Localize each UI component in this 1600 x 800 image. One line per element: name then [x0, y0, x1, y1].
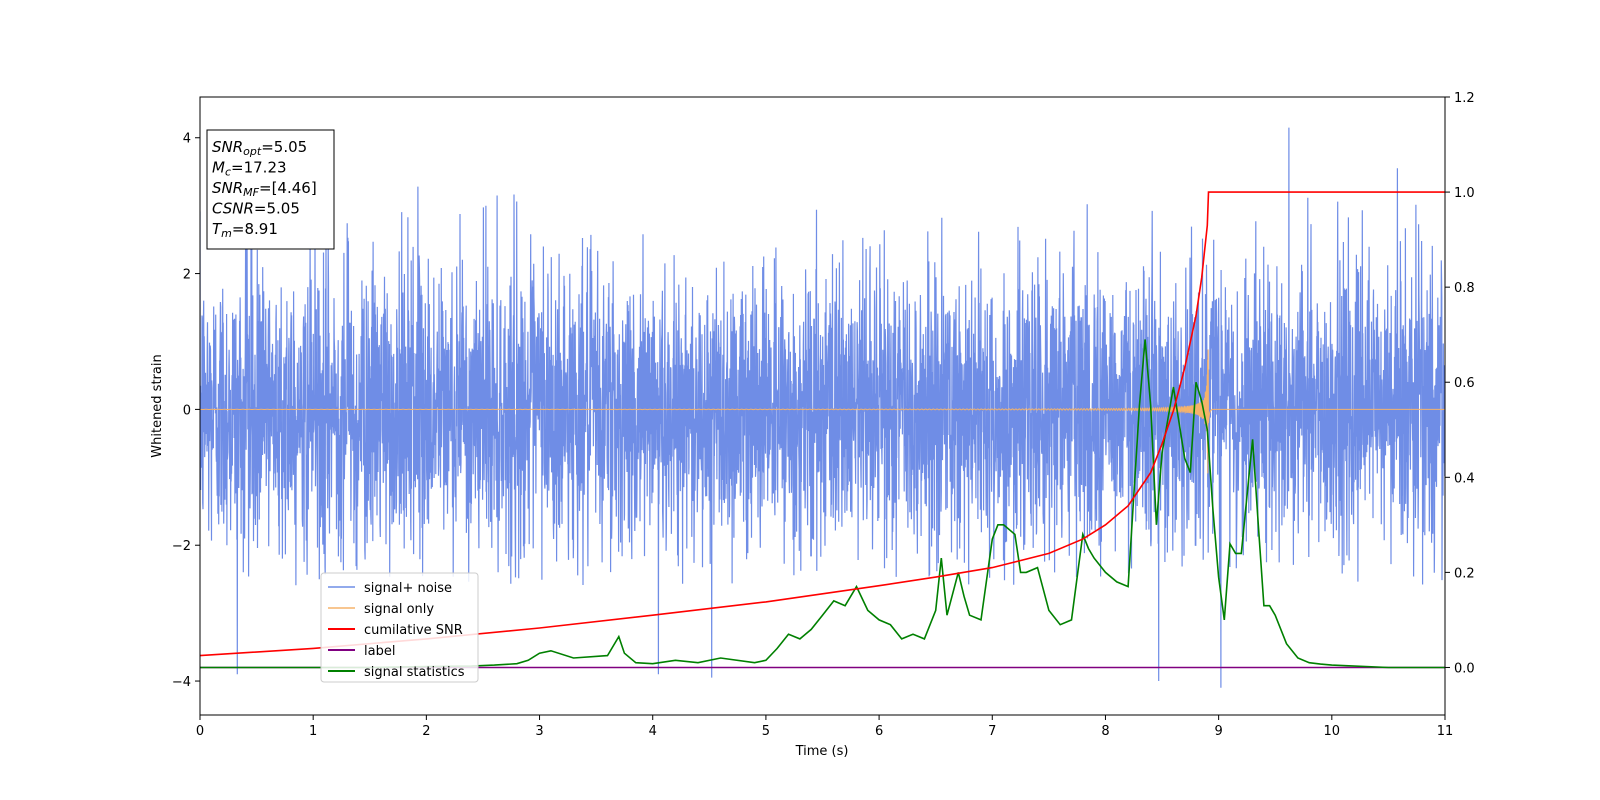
axis-ticks: 0 1 2 3 4 5 6 7 8 9 10 11 4 2 0 −2 −4 1.2 1.0 0.8 0.6 0.4 0.2 0… [172, 91, 1475, 739]
info-line: Tm=8.91 [212, 220, 278, 240]
cumulative-snr-line [200, 191, 1445, 657]
legend-label: signal only [364, 602, 434, 617]
y-tick-label: −2 [172, 539, 191, 554]
x-tick-label: 5 [762, 724, 770, 739]
info-line: SNRopt=5.05 [212, 138, 307, 158]
y2-tick-label: 0.0 [1454, 661, 1475, 676]
x-tick-label: 10 [1324, 724, 1341, 739]
y-tick-label: 0 [183, 403, 191, 418]
info-line: SNRMF=[4.46] [212, 179, 317, 199]
y-axis-label: Whitened strain [150, 354, 165, 457]
x-tick-label: 11 [1437, 724, 1454, 739]
legend-label: label [364, 644, 395, 659]
info-line: CSNR=5.05 [212, 200, 300, 218]
legend-label: signal statistics [364, 665, 465, 680]
plot-frame [199, 96, 1446, 716]
info-box: SNRopt=5.05Mc=17.23SNRMF=[4.46]CSNR=5.05… [206, 129, 335, 250]
y2-tick-label: 0.6 [1454, 376, 1475, 391]
y-tick-label: 4 [183, 132, 191, 147]
signal-noise-line [200, 127, 1445, 688]
y2-tick-label: 0.2 [1454, 566, 1475, 581]
legend-label: signal+ noise [364, 581, 452, 596]
x-tick-label: 8 [1101, 724, 1109, 739]
x-tick-label: 4 [649, 724, 657, 739]
y2-tick-label: 0.4 [1454, 471, 1475, 486]
signal-only-line [200, 349, 1445, 474]
y2-tick-label: 1.2 [1454, 91, 1475, 106]
info-line: Mc=17.23 [212, 159, 287, 179]
x-tick-label: 1 [309, 724, 317, 739]
y2-tick-label: 0.8 [1454, 281, 1475, 296]
y-tick-label: −4 [172, 675, 191, 690]
x-tick-label: 7 [988, 724, 996, 739]
x-axis-label: Time (s) [795, 744, 849, 759]
legend: signal+ noise signal only cumilative SNR la… [320, 572, 479, 683]
legend-label: cumilative SNR [364, 623, 463, 638]
y2-tick-label: 1.0 [1454, 186, 1475, 201]
x-tick-label: 0 [196, 724, 204, 739]
x-tick-label: 9 [1214, 724, 1222, 739]
x-tick-label: 6 [875, 724, 883, 739]
x-tick-label: 3 [535, 724, 543, 739]
x-tick-label: 2 [422, 724, 430, 739]
y-tick-label: 2 [183, 268, 191, 283]
signal-statistics-line [200, 339, 1445, 669]
